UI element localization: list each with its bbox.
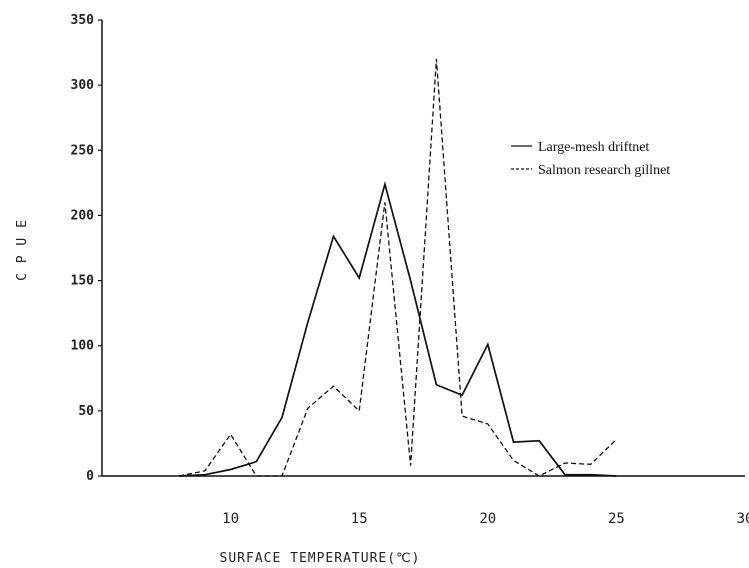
- y-tick-label: 150: [71, 274, 95, 289]
- legend-label-salmon-research-gillnet: Salmon research gillnet: [538, 163, 670, 178]
- y-tick-label: 100: [71, 339, 95, 354]
- series-line-salmon-research-gillnet: [179, 59, 617, 477]
- x-axis-title: SURFACE TEMPERATURE(℃): [220, 551, 421, 566]
- x-tick-label: 20: [479, 511, 496, 527]
- series-layer: [179, 59, 617, 477]
- y-tick-label: 200: [71, 208, 95, 223]
- series-line-large-mesh-driftnet: [179, 180, 617, 477]
- legend: Large-mesh driftnet Salmon research gill…: [511, 140, 670, 178]
- y-axis-title: C P U E: [15, 219, 30, 281]
- x-tick-label: 25: [608, 511, 625, 527]
- y-tick-label: 50: [78, 404, 94, 419]
- axes: [101, 20, 745, 477]
- y-tick-label: 250: [71, 143, 95, 158]
- y-tick-label: 300: [71, 78, 95, 93]
- x-tick-label: 15: [351, 511, 368, 527]
- legend-label-large-mesh-driftnet: Large-mesh driftnet: [538, 140, 649, 155]
- ticks: 0 50 100 150 200 250 300 350 10 15 20 25 30: [71, 13, 749, 527]
- x-tick-label: 10: [222, 511, 239, 527]
- y-tick-label: 350: [71, 13, 95, 28]
- x-tick-label: 30: [737, 511, 749, 527]
- y-tick-label: 0: [86, 469, 94, 484]
